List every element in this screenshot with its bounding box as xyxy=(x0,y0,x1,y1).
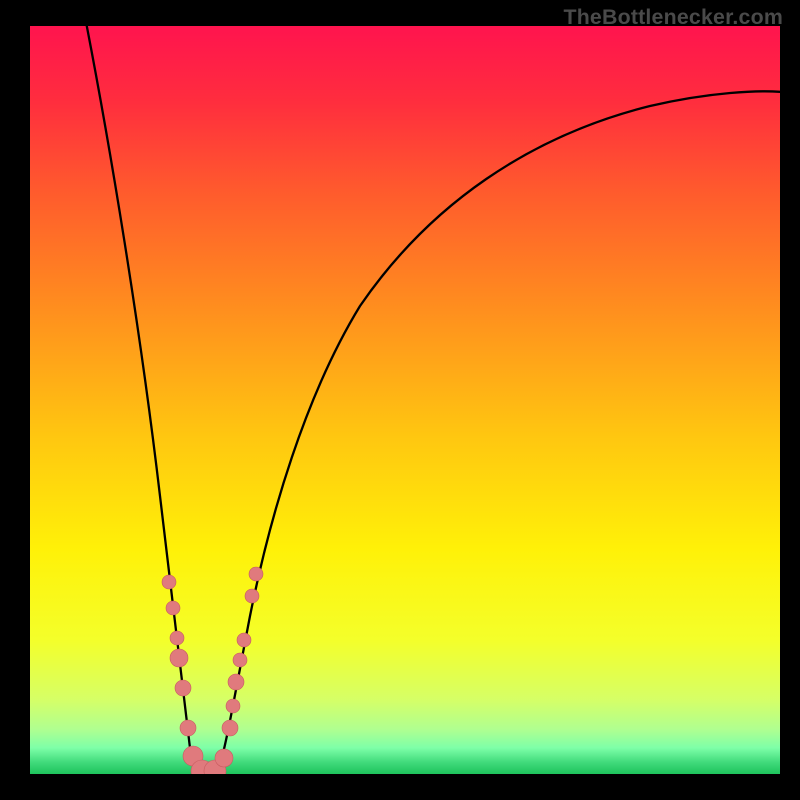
data-marker xyxy=(162,575,176,589)
marker-group xyxy=(162,567,263,774)
data-marker xyxy=(175,680,191,696)
data-marker xyxy=(228,674,244,690)
data-marker xyxy=(222,720,238,736)
data-marker xyxy=(249,567,263,581)
data-marker xyxy=(245,589,259,603)
plot-area xyxy=(30,26,780,774)
chart-svg xyxy=(30,26,780,774)
data-marker xyxy=(226,699,240,713)
data-marker xyxy=(233,653,247,667)
data-marker xyxy=(180,720,196,736)
chart-frame: TheBottlenecker.com xyxy=(0,0,800,800)
data-marker xyxy=(237,633,251,647)
watermark-text: TheBottlenecker.com xyxy=(563,5,783,30)
curve-left xyxy=(86,26,220,774)
data-marker xyxy=(170,631,184,645)
data-marker xyxy=(215,749,233,767)
curve-right xyxy=(220,91,780,764)
data-marker xyxy=(170,649,188,667)
data-marker xyxy=(166,601,180,615)
